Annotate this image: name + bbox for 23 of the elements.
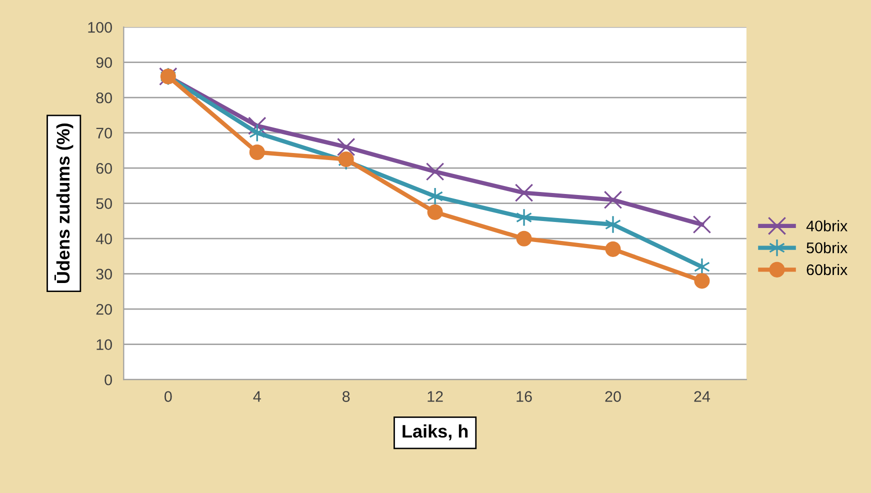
y-tick-label: 90 — [96, 57, 112, 68]
x-tick-label: 12 — [428, 391, 443, 402]
y-tick-label: 0 — [104, 374, 112, 386]
y-tick-label: 70 — [96, 128, 112, 139]
x-tick-label: 0 — [164, 391, 172, 402]
y-tick-label: 40 — [96, 233, 112, 244]
legend-label: 60brix — [806, 264, 848, 276]
legend-label: 50brix — [806, 242, 848, 254]
x-tick-label: 20 — [605, 391, 621, 402]
x-tick-label: 24 — [694, 391, 710, 402]
x-tick-label: 16 — [516, 391, 532, 402]
y-tick-label: 10 — [96, 339, 112, 350]
y-tick-label: 50 — [96, 198, 112, 210]
y-tick-label: 30 — [96, 268, 112, 280]
y-tick-label: 60 — [96, 162, 112, 174]
x-tick-label: 4 — [253, 391, 261, 402]
y-tick-label: 20 — [96, 304, 112, 315]
y-tick-label: 80 — [96, 92, 112, 104]
x-tick-label: 8 — [342, 391, 350, 402]
legend-label: 40brix — [806, 220, 848, 232]
y-axis-title: Ūdens zudums (%) — [54, 124, 74, 284]
y-tick-label: 100 — [88, 22, 112, 33]
x-axis-title: Laiks, h — [402, 424, 468, 440]
